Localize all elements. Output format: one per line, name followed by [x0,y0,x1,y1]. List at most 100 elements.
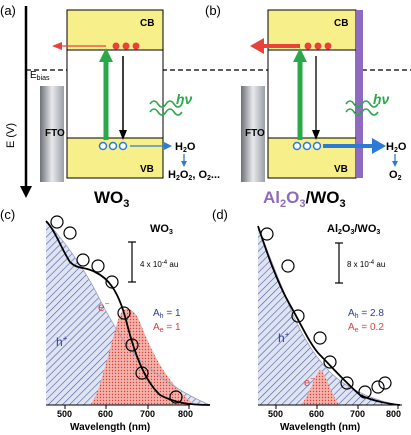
hole-a2 [108,141,118,151]
data-point-d [340,376,354,390]
h2o-label-b: H2O [386,141,407,154]
hole-curve-d [257,225,401,406]
hole-a1 [98,141,108,151]
excitation-arrowhead-a [99,48,113,62]
x-tick-label-c: 600 [98,409,113,419]
data-point-c [91,259,105,273]
panel-a: (a) E (V) Ebias FTO CB VB [0,3,411,210]
panel-d-tag: (d) [212,207,228,222]
recombination-arrowhead-a [119,130,127,140]
hole-area-value-d: Ah = 2.8 [348,308,384,320]
hole-curve-c [45,220,211,406]
light-wave-b1 [345,100,379,108]
data-point-c [50,215,64,229]
vb-label-a: VB [140,164,154,175]
data-point-c [125,338,139,352]
data-point-c [105,275,119,289]
products-label-b: O2 [389,169,402,182]
products-label-a: H2O2, O2... [168,169,220,182]
electron-label-d: e− [304,374,315,389]
title-c: WO3 [150,223,173,236]
electron-a2 [122,42,130,50]
title-d: Al2O3/WO3 [327,223,380,236]
material-name-b: Al2O3/WO3 [263,188,346,210]
x-tick-label-d: 800 [386,409,401,419]
conduction-band-b [267,9,357,51]
data-point-c [117,306,131,320]
fto-electrode-a [40,86,64,182]
hole-transfer-arrowhead-b [372,138,386,154]
panel-c-tag: (c) [0,207,15,222]
light-wave-b2 [345,108,379,116]
hole-b3 [312,141,322,151]
data-point-d [371,380,385,394]
hole-b1 [292,141,302,151]
oxidation-arrowhead-a [181,161,187,167]
total-fit-curve-d [257,225,401,406]
electron-b3 [324,42,332,50]
electron-transfer-arrowhead-b [250,38,264,54]
hole-absorption-area-d [258,226,400,405]
electron-a3 [132,42,140,50]
scale-label-c: 4 x 10-4 au [140,260,178,269]
panel-b: (b) FTO CB VB hν H2O O2 Al2O3/WO3 [205,3,407,210]
panel-a-tag: (a) [0,3,16,18]
x-tick-label-c: 800 [178,409,193,419]
hole-b2 [302,141,312,151]
electron-area-value-c: Ae = 1 [153,322,181,334]
data-point-c [76,253,90,267]
x-axis-label-d: Wavelength (nm) [280,422,360,433]
cb-label-a: CB [140,18,154,29]
x-axis-label-c: Wavelength (nm) [70,422,150,433]
energy-axis-arrowhead [20,186,32,198]
vb-label-b: VB [334,164,348,175]
electron-area-value-d: Ae = 0.2 [348,322,384,334]
fto-electrode-b [241,86,265,182]
hv-label-b: hν [373,91,390,107]
x-tick-label-d: 600 [309,409,324,419]
panel-c: (c) 500 600 700 800 Wavelength (nm) WO3 [0,207,211,433]
hole-label-c: h+ [56,334,68,349]
electron-a1 [112,42,120,50]
data-point-d [291,309,305,323]
data-point-c [169,390,183,404]
electron-absorption-area-d [300,370,340,405]
fto-label-b: FTO [245,128,265,139]
x-tick-label-d: 700 [350,409,365,419]
total-fit-curve-c [45,220,211,406]
fto-label-a: FTO [45,128,65,139]
data-point-d [358,385,372,399]
x-tick-label-d: 500 [268,409,283,419]
light-wave-a1 [149,100,183,108]
energy-axis-label: E (V) [5,123,17,148]
hv-label-a: hν [176,91,193,107]
electron-b2 [314,42,322,50]
h2o-label-a: H2O [175,141,196,154]
hole-label-d: h+ [278,330,290,345]
light-wave-a2 [149,108,183,116]
data-point-c [63,226,77,240]
electron-absorption-area-c [90,308,195,405]
data-point-d [378,376,392,390]
hole-a3 [118,141,128,151]
data-point-d [281,259,295,273]
material-name-a: WO3 [94,188,129,210]
excitation-arrowhead-b [293,48,307,62]
data-point-d [323,355,337,369]
recombination-arrowhead-b [312,130,320,140]
scale-label-d: 8 x 10-4 au [347,260,385,269]
data-point-d [313,331,327,345]
data-point-c [135,366,149,380]
data-point-d [260,227,274,241]
panel-b-tag: (b) [205,3,221,18]
electron-label-c: e− [98,299,110,314]
x-tick-label-c: 500 [57,409,72,419]
hole-transfer-arrowhead-a [164,142,172,150]
cb-label-b: CB [334,18,348,29]
electron-transfer-arrowhead-a [52,42,62,50]
x-tick-label-c: 700 [140,409,155,419]
hole-area-value-c: Ah = 1 [153,308,181,320]
electron-b1 [304,42,312,50]
oxidation-arrowhead-b [392,161,398,167]
